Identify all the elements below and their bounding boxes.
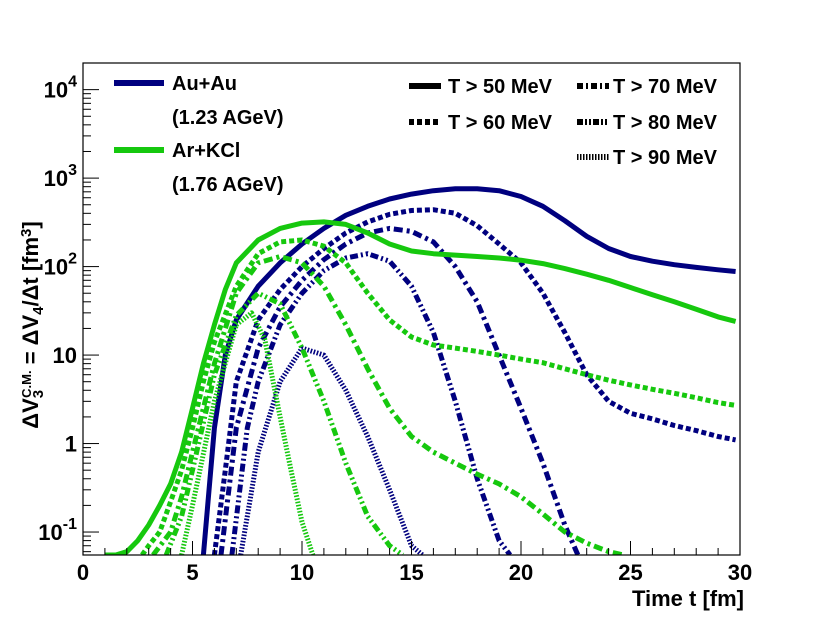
legend-energy-arkcl: (1.76 AGeV) — [172, 174, 284, 196]
series-line-auau-solid — [200, 186, 736, 555]
y-tick-label: 1 — [65, 432, 77, 457]
legend-energy-auau: (1.23 AGeV) — [172, 107, 284, 129]
x-tick-label: 5 — [186, 560, 198, 585]
legend-label-t70: T > 70 MeV — [613, 76, 718, 98]
series-line-auau-dot — [238, 345, 425, 555]
series-line-auau-dashdot — [218, 225, 581, 555]
y-tick-label: 10-1 — [38, 516, 77, 545]
y-tick-label: 104 — [44, 74, 77, 103]
x-tick-label: 30 — [728, 560, 752, 585]
legend-label-arkcl: Ar+KCl — [172, 140, 240, 162]
series-line-arkcl-dash — [140, 237, 736, 555]
legend-systems: Au+Au (1.23 AGeV) Ar+KCl (1.76 AGeV) — [114, 73, 284, 196]
series-line-arkcl-dashdotdot — [163, 290, 405, 555]
x-axis-title: Time t [fm] — [632, 586, 744, 611]
x-tick-label: 10 — [290, 560, 314, 585]
legend-label-auau: Au+Au — [172, 73, 237, 95]
series-line-auau-dash — [211, 207, 737, 555]
x-tick-label: 20 — [509, 560, 533, 585]
y-axis-title: ΔV3C.M. = ΔV4/Δt [fm3] — [18, 221, 47, 428]
legend-label-t90: T > 90 MeV — [613, 147, 718, 169]
y-tick-label: 102 — [44, 251, 77, 280]
series-line-auau-dashdotdot — [229, 251, 513, 555]
legend-thresholds: T > 50 MeV T > 70 MeV T > 60 MeV T > 80 … — [409, 76, 718, 169]
x-tick-label: 15 — [399, 560, 423, 585]
legend-label-t80: T > 80 MeV — [613, 112, 718, 134]
legend-label-t50: T > 50 MeV — [448, 76, 553, 98]
y-tick-label: 103 — [44, 162, 77, 191]
x-tick-label: 25 — [618, 560, 642, 585]
legend-label-t60: T > 60 MeV — [448, 112, 553, 134]
y-tick-label: 10 — [53, 343, 77, 368]
y-axis-ticks: 10-1 1 10 102 103 104 — [38, 62, 99, 553]
series-line-arkcl-dashdot — [151, 254, 625, 555]
series-layer — [104, 186, 737, 555]
x-axis-ticks: 0 5 10 15 20 25 30 — [77, 541, 752, 585]
x-tick-label: 0 — [77, 560, 89, 585]
series-line-arkcl-dot — [179, 310, 316, 555]
series-line-arkcl-solid — [104, 219, 737, 555]
